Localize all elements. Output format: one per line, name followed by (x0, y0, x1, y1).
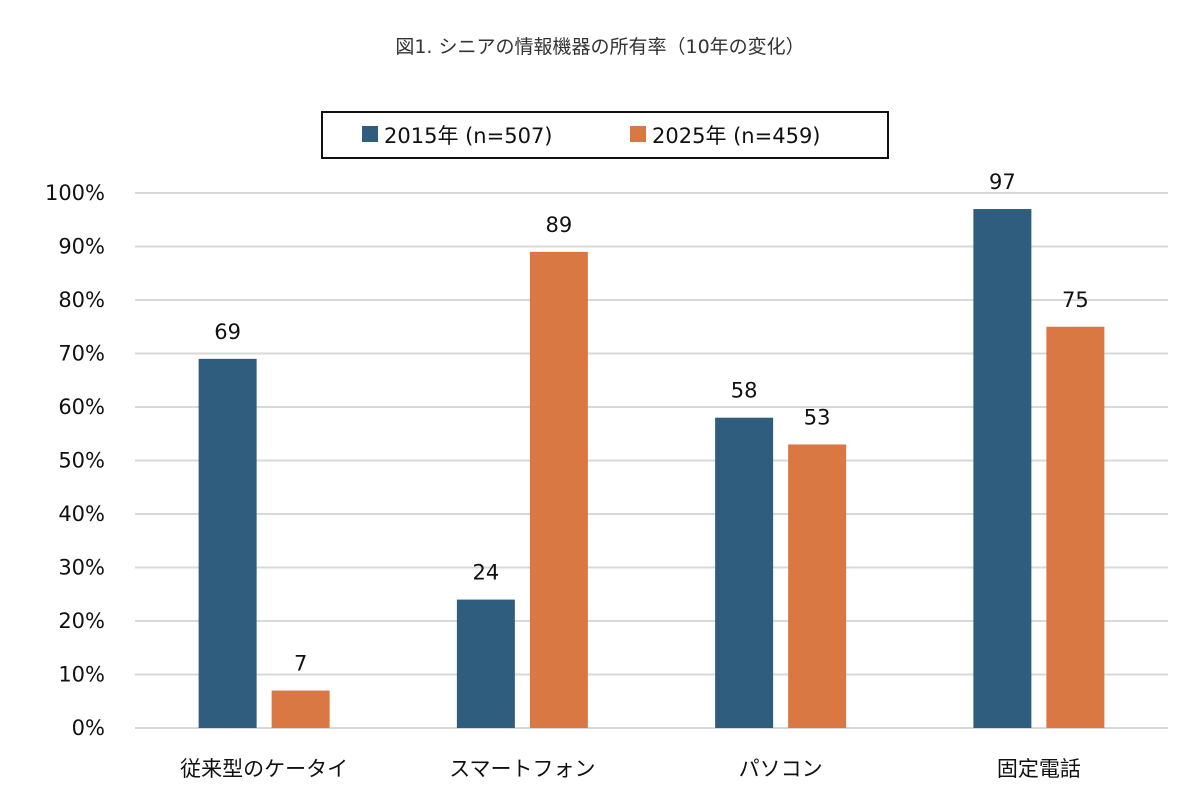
y-tick-label: 90% (58, 235, 105, 259)
legend-label-2025: 2025年 (n=459) (652, 124, 821, 148)
y-tick-label: 20% (58, 609, 105, 633)
y-tick-label: 0% (72, 716, 105, 740)
data-label: 24 (473, 561, 500, 585)
category-label: スマートフォン (449, 757, 595, 781)
y-tick-label: 70% (58, 342, 105, 366)
bars (198, 209, 1105, 729)
y-tick-label: 100% (45, 181, 105, 205)
y-tick-label: 10% (58, 663, 105, 687)
data-label: 69 (214, 320, 241, 344)
bar-2015 (715, 417, 774, 728)
category-label: 従来型のケータイ (180, 757, 348, 781)
legend-swatch-2025 (630, 126, 646, 142)
bar-2015 (198, 358, 257, 728)
data-labels: 69 7 24 89 58 53 97 75 (214, 170, 1089, 676)
bar-2015 (456, 599, 515, 728)
data-label: 97 (989, 170, 1016, 194)
bar-2025 (529, 251, 588, 728)
y-tick-label: 80% (58, 288, 105, 312)
bar-2025 (788, 444, 847, 728)
data-label: 53 (804, 405, 831, 429)
legend-swatch-2015 (362, 126, 378, 142)
y-axis-ticks: 0% 10% 20% 30% 40% 50% 60% 70% 80% 90% 100% (45, 181, 105, 740)
data-label: 7 (294, 652, 307, 676)
category-label: 固定電話 (997, 757, 1081, 781)
bar-2025 (271, 690, 330, 728)
legend-label-2015: 2015年 (n=507) (384, 124, 553, 148)
y-tick-label: 60% (58, 395, 105, 419)
category-label: パソコン (739, 757, 823, 781)
x-axis-categories: 従来型のケータイ スマートフォン パソコン 固定電話 (180, 757, 1081, 781)
y-tick-label: 50% (58, 449, 105, 473)
data-label: 89 (546, 213, 573, 237)
y-tick-label: 30% (58, 556, 105, 580)
legend: 2015年 (n=507) 2025年 (n=459) (321, 111, 889, 159)
legend-box (321, 111, 889, 159)
y-tick-label: 40% (58, 502, 105, 526)
bar-2015 (973, 209, 1032, 729)
data-label: 75 (1062, 288, 1089, 312)
data-label: 58 (731, 379, 758, 403)
bar-2025 (1046, 326, 1105, 728)
chart-title: 図1. シニアの情報機器の所有率（10年の変化） (395, 36, 804, 58)
